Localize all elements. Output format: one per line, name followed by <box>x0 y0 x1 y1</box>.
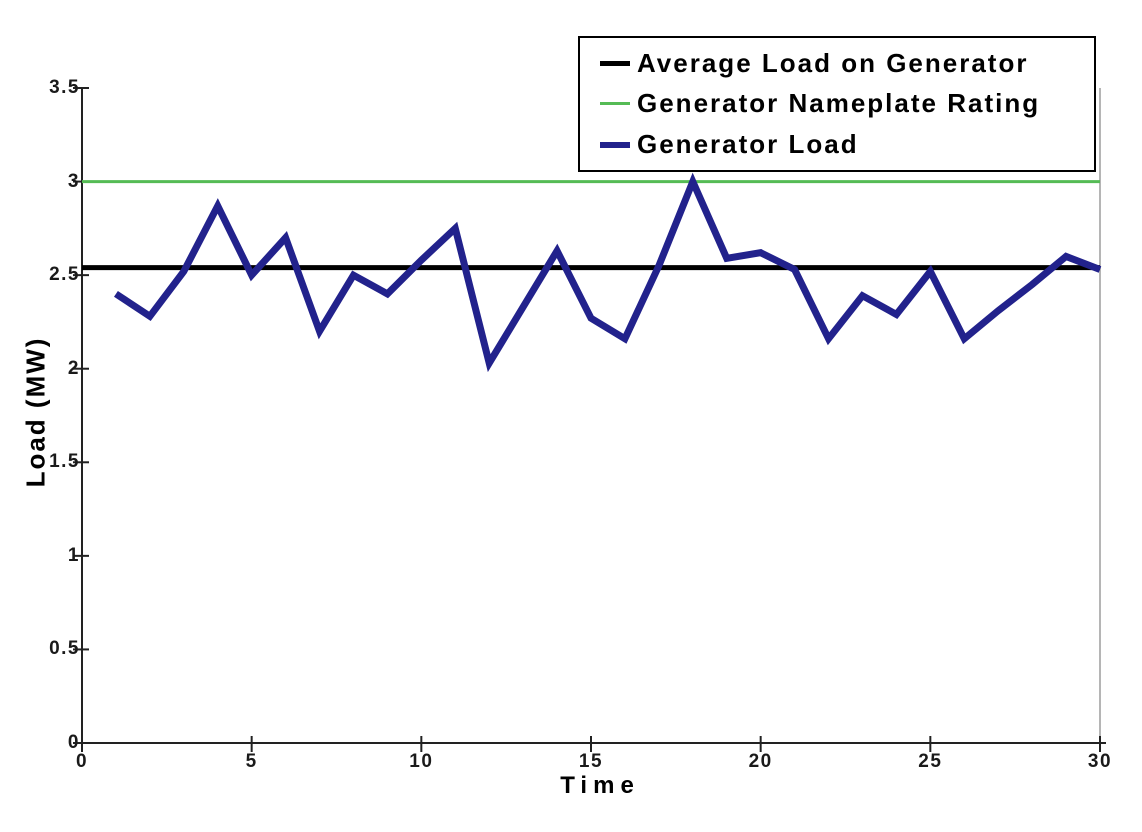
legend-item-generator-load: Generator Load <box>600 129 1090 160</box>
y-tick-label: 0.5 <box>49 638 80 660</box>
y-tick-label: 0 <box>67 732 80 753</box>
y-tick-label: 1 <box>67 544 80 566</box>
x-axis-title: Time <box>560 772 640 799</box>
legend-item-average-load: Average Load on Generator <box>600 48 1090 79</box>
y-tick-label: 3 <box>67 170 80 192</box>
legend-line-swatch-navy <box>600 141 630 148</box>
legend-item-nameplate-rating: Generator Nameplate Rating <box>600 88 1090 119</box>
legend-label: Generator Load <box>637 129 859 160</box>
legend-line-swatch-green <box>600 102 630 106</box>
x-tick-label: 5 <box>245 751 258 772</box>
y-tick-label: 2.5 <box>49 264 80 286</box>
x-tick-label: 0 <box>75 751 89 772</box>
x-tick-label: 25 <box>918 751 943 772</box>
y-axis-title: Load (MW) <box>20 336 51 488</box>
x-tick-label: 15 <box>578 751 604 772</box>
series-line-2 <box>114 172 1102 373</box>
y-tick-label: 1.5 <box>49 451 80 473</box>
legend-label: Generator Nameplate Rating <box>637 88 1041 119</box>
x-tick-label: 10 <box>409 751 434 772</box>
y-tick-label: 2 <box>67 357 80 379</box>
legend-line-swatch-black <box>600 60 630 66</box>
legend: Average Load on Generator Generator Name… <box>578 36 1096 172</box>
y-tick-label: 3.5 <box>49 77 80 98</box>
legend-label: Average Load on Generator <box>637 47 1029 78</box>
x-tick-label: 20 <box>748 751 773 772</box>
x-tick-label: 30 <box>1087 751 1113 772</box>
